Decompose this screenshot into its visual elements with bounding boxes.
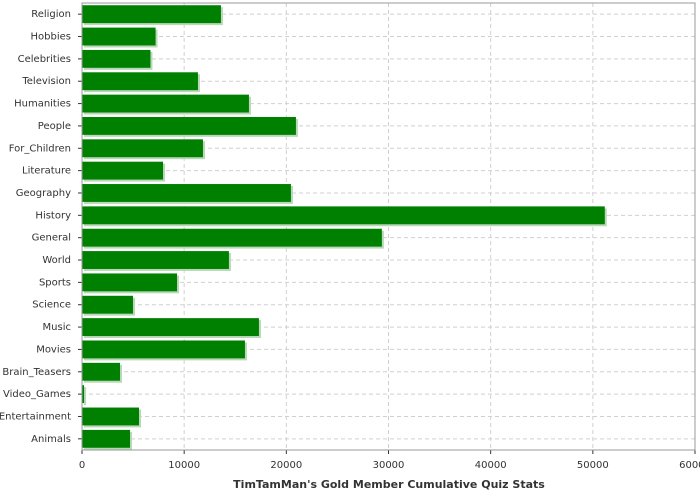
plot-border bbox=[81, 2, 696, 451]
bar-shadow bbox=[84, 387, 87, 406]
x-tick-label: 0 bbox=[79, 460, 85, 471]
bar bbox=[82, 429, 131, 448]
x-tick-label: 40000 bbox=[475, 460, 507, 471]
bar bbox=[82, 251, 229, 269]
bar bbox=[82, 385, 85, 404]
x-tick-label: 20000 bbox=[270, 460, 302, 471]
y-tick-label: People bbox=[38, 121, 71, 132]
bar bbox=[82, 228, 382, 247]
bar bbox=[82, 295, 133, 314]
y-tick-label: Video_Games bbox=[3, 389, 71, 400]
bar bbox=[82, 5, 221, 24]
bar bbox=[82, 49, 151, 68]
bar bbox=[82, 139, 203, 158]
y-tick-label: Literature bbox=[22, 166, 71, 177]
bar bbox=[82, 116, 296, 135]
bar bbox=[82, 407, 140, 426]
y-tick-label: Animals bbox=[31, 434, 71, 445]
y-tick-label: Humanities bbox=[14, 99, 71, 110]
y-tick-label: Celebrities bbox=[18, 54, 71, 65]
y-tick-label: Movies bbox=[36, 344, 71, 355]
bar bbox=[82, 161, 164, 180]
y-tick-label: Science bbox=[32, 300, 71, 311]
bar bbox=[82, 362, 121, 381]
y-tick-label: Religion bbox=[31, 9, 71, 20]
bar bbox=[82, 184, 291, 202]
bar bbox=[82, 94, 249, 113]
y-tick-label: For_Children bbox=[9, 143, 71, 154]
y-tick-label: Hobbies bbox=[31, 32, 71, 43]
x-tick-label: 30000 bbox=[373, 460, 405, 471]
bar bbox=[82, 72, 198, 91]
y-tick-label: Brain_Teasers bbox=[2, 367, 71, 378]
x-tick-label: 60000 bbox=[679, 460, 700, 471]
x-tick-label: 10000 bbox=[168, 460, 200, 471]
y-tick-label: Television bbox=[21, 76, 71, 87]
bar bbox=[82, 318, 259, 337]
x-tick-label: 50000 bbox=[577, 460, 609, 471]
bar bbox=[82, 27, 156, 46]
bar bbox=[82, 340, 245, 359]
y-tick-label: World bbox=[42, 255, 71, 266]
y-tick-label: Entertainment bbox=[0, 411, 71, 422]
bar bbox=[82, 273, 178, 292]
y-tick-label: Sports bbox=[39, 277, 71, 288]
x-axis-label: TimTamMan's Gold Member Cumulative Quiz … bbox=[233, 478, 545, 491]
y-tick-label: Geography bbox=[16, 188, 71, 199]
y-tick-label: Music bbox=[43, 322, 71, 333]
y-tick-label: General bbox=[32, 233, 71, 244]
y-tick-label: History bbox=[35, 210, 71, 221]
bar bbox=[82, 206, 605, 225]
